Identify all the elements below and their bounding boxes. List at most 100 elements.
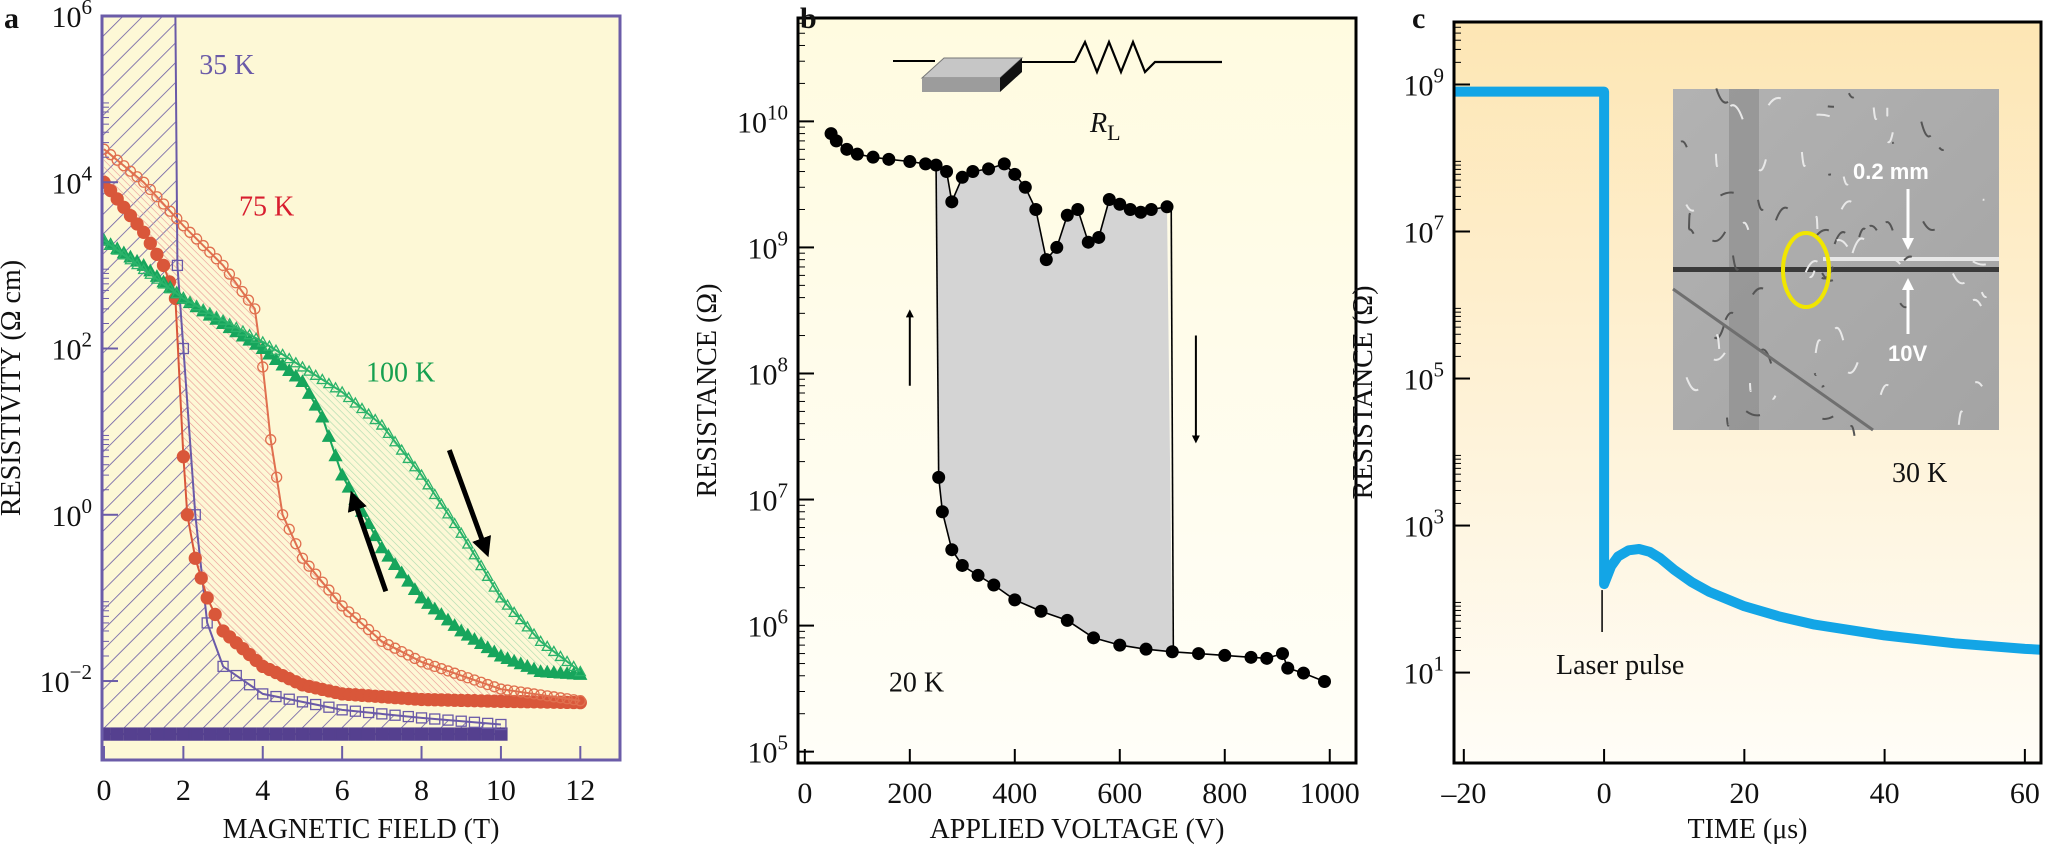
data-point — [1050, 240, 1064, 254]
data-point — [987, 578, 1001, 592]
data-point-triangle — [349, 396, 362, 408]
x-tick-label: 0 — [1597, 777, 1612, 810]
data-point — [955, 170, 969, 184]
surface-texture — [1809, 270, 1816, 279]
data-point-square — [441, 727, 455, 741]
data-point — [866, 150, 880, 164]
data-point-triangle — [190, 299, 203, 311]
data-point-triangle — [321, 429, 337, 442]
hysteresis-fill — [104, 240, 581, 675]
x-tick-label: –20 — [1440, 777, 1486, 810]
data-point-triangle — [415, 468, 428, 480]
surface-texture — [1767, 96, 1782, 106]
surface-texture — [1887, 132, 1894, 144]
data-point-circle — [144, 183, 156, 196]
temperature-label: 20 K — [889, 668, 944, 699]
surface-texture — [1980, 291, 1988, 298]
data-point-triangle — [250, 331, 263, 343]
data-point-triangle — [275, 357, 290, 371]
plot-area — [824, 127, 1332, 689]
data-point-circle — [574, 695, 586, 707]
data-point-circle — [534, 689, 547, 701]
data-point-triangle — [473, 636, 489, 649]
data-point-triangle — [282, 363, 297, 377]
data-point-circle — [194, 571, 208, 585]
data-point-circle — [468, 674, 481, 686]
surface-texture — [1813, 372, 1817, 377]
data-point-triangle — [230, 321, 243, 333]
data-point-square — [415, 712, 428, 724]
data-point-square — [376, 708, 388, 720]
data-point-circle — [323, 584, 335, 596]
data-point — [1034, 604, 1048, 618]
data-point-square — [348, 727, 363, 741]
data-point-circle — [111, 154, 123, 166]
data-point-circle — [429, 660, 441, 673]
data-point — [829, 134, 843, 148]
surface-texture — [1849, 425, 1856, 436]
data-point-circle — [329, 592, 342, 604]
sample-slab-side — [1000, 58, 1022, 92]
data-point-square — [323, 701, 335, 713]
data-point-triangle — [375, 418, 388, 430]
direction-arrow-down-right — [446, 449, 492, 558]
x-tick-label: 800 — [1202, 777, 1247, 810]
x-tick-label: 10 — [486, 774, 516, 807]
data-point-circle — [548, 691, 560, 703]
data-point-square — [203, 727, 217, 741]
data-point — [919, 157, 933, 171]
data-point-triangle — [374, 540, 389, 554]
y-tick-label: 10−2 — [40, 660, 92, 699]
data-point-triangle — [236, 324, 250, 336]
data-point-circle — [528, 688, 540, 700]
data-point-triangle — [296, 360, 309, 372]
data-point-triangle — [402, 452, 415, 464]
data-point — [935, 505, 949, 519]
direction-arrow-up-left — [347, 490, 389, 593]
surface-texture — [1714, 153, 1719, 168]
data-point-triangle — [460, 627, 475, 641]
data-point-circle — [118, 160, 130, 172]
data-point-circle — [177, 220, 190, 232]
surface-texture — [1715, 88, 1729, 104]
data-point-square — [163, 727, 177, 741]
data-point-circle — [356, 618, 368, 630]
data-point-triangle — [295, 374, 310, 388]
data-point-circle — [435, 663, 448, 675]
data-point-circle — [200, 591, 214, 605]
data-point — [1260, 651, 1274, 665]
surface-texture — [1711, 231, 1727, 243]
plot-frame — [796, 16, 1358, 765]
data-point-square — [401, 727, 415, 741]
data-point-circle — [151, 191, 163, 203]
data-point-triangle — [428, 488, 441, 500]
data-point-triangle — [102, 234, 111, 246]
data-point-circle — [508, 685, 520, 697]
data-point-circle — [276, 509, 289, 521]
data-point-square — [283, 693, 295, 705]
y-tick-label: 108 — [748, 352, 789, 391]
data-point — [940, 165, 954, 179]
data-point-triangle — [336, 385, 349, 397]
surface-texture — [1758, 159, 1767, 172]
panel-label-b: b — [800, 2, 817, 35]
temperature-label: 75 K — [239, 191, 294, 222]
y-tick-label: 101 — [1404, 652, 1445, 691]
panel-a: 35 K 75 K 100 K 0 2 4 6 8 10 12 106 104 102 100 10−2 MA… — [0, 0, 622, 845]
data-point — [966, 165, 980, 179]
data-point-circle — [296, 552, 309, 564]
data-point-square — [481, 727, 495, 741]
data-point-triangle — [309, 368, 322, 380]
data-point-square — [256, 727, 270, 741]
data-point-circle — [257, 361, 269, 373]
data-point-triangle — [335, 467, 350, 481]
y-axis-label: RESISTANCE (Ω) — [692, 284, 723, 498]
data-point — [1165, 645, 1179, 659]
temperature-label: 30 K — [1892, 458, 1947, 489]
y-axis-label: RESISTANCE (Ω) — [1348, 286, 1379, 500]
data-point — [1244, 650, 1258, 664]
data-point-square — [230, 669, 242, 682]
data-point-circle — [336, 600, 348, 612]
data-point-triangle — [494, 591, 508, 603]
data-point-triangle — [369, 413, 382, 425]
